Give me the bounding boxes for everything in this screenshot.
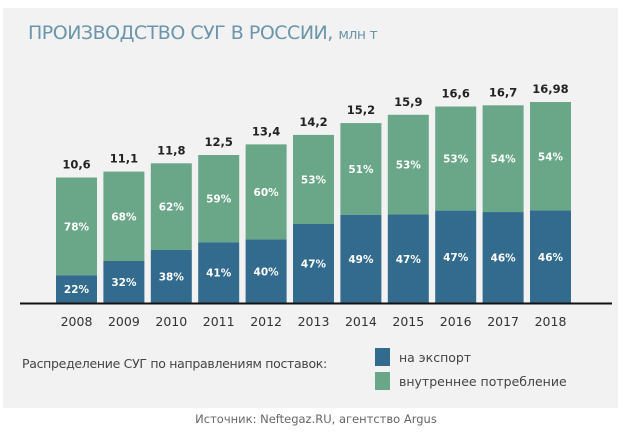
bar-domestic: [340, 123, 382, 215]
export-percent-label: 41%: [206, 268, 232, 280]
domestic-percent-label: 68%: [111, 211, 137, 223]
x-tick-label: 2013: [298, 314, 330, 329]
x-tick-label: 2016: [440, 314, 472, 329]
total-label: 11,1: [110, 152, 138, 166]
x-tick-label: 2015: [392, 314, 424, 329]
export-percent-label: 46%: [538, 252, 564, 264]
x-tick-label: 2011: [203, 314, 235, 329]
x-tick-label: 2017: [487, 314, 519, 329]
bar-domestic: [482, 105, 524, 213]
export-percent-label: 22%: [64, 284, 90, 296]
x-tick-label: 2012: [250, 314, 282, 329]
bar-domestic: [293, 134, 334, 224]
total-label: 14,2: [299, 115, 327, 129]
domestic-percent-label: 54%: [538, 151, 564, 163]
domestic-percent-label: 53%: [443, 154, 469, 166]
x-tick-label: 2014: [345, 314, 377, 329]
bar-export: [435, 210, 477, 303]
total-label: 15,2: [347, 103, 375, 117]
bar-export: [482, 212, 524, 303]
legend-title: Распределение СУГ по направлениям постав…: [22, 356, 327, 371]
export-percent-label: 40%: [254, 266, 280, 278]
bar-export: [56, 275, 97, 303]
bar-domestic: [198, 155, 240, 243]
x-tick-label: 2009: [108, 314, 140, 329]
export-percent-label: 47%: [396, 254, 422, 266]
bar-export: [340, 214, 382, 303]
bar-export: [150, 249, 192, 303]
bar-domestic: [245, 144, 287, 240]
legend-item-domestic: внутреннее потребление: [375, 372, 567, 390]
total-label: 13,4: [252, 124, 280, 138]
total-label: 16,7: [489, 85, 517, 99]
bar-export: [103, 260, 145, 303]
domestic-percent-label: 53%: [301, 174, 327, 186]
x-tick-label: 2008: [61, 314, 93, 329]
domestic-percent-label: 51%: [348, 164, 374, 176]
bar-domestic: [530, 102, 571, 211]
export-percent-label: 32%: [111, 277, 137, 289]
legend-item-export: на экспорт: [375, 348, 471, 366]
domestic-percent-label: 78%: [64, 221, 90, 233]
bar-export: [530, 210, 571, 303]
domestic-percent-label: 60%: [254, 187, 280, 199]
total-label: 16,6: [442, 86, 470, 100]
bar-export: [245, 239, 287, 303]
domestic-percent-label: 62%: [159, 202, 185, 214]
bar-domestic: [150, 163, 192, 250]
legend-swatch-export: [375, 348, 390, 366]
total-label: 11,8: [157, 143, 185, 157]
bar-domestic: [103, 171, 145, 261]
export-percent-label: 47%: [301, 258, 327, 270]
legend-swatch-domestic: [375, 372, 390, 390]
export-percent-label: 38%: [159, 271, 185, 283]
total-label: 10,6: [62, 158, 90, 172]
bar-domestic: [435, 106, 477, 211]
domestic-percent-label: 53%: [396, 160, 422, 172]
bar-export: [387, 214, 429, 303]
source-note: Источник: Neftegaz.RU, агентство Argus: [195, 412, 437, 426]
x-tick-label: 2010: [155, 314, 187, 329]
export-percent-label: 47%: [443, 252, 469, 264]
x-tick-label: 2018: [535, 314, 567, 329]
legend-label-export: на экспорт: [399, 349, 472, 365]
domestic-percent-label: 59%: [206, 194, 232, 206]
title-text: ПРОИЗВОДСТВО СУГ В РОССИИ: [28, 22, 328, 44]
domestic-percent-label: 54%: [491, 154, 517, 166]
export-percent-label: 49%: [348, 254, 374, 266]
title-unit: млн т: [338, 27, 378, 43]
bar-domestic: [56, 177, 97, 276]
chart-title: ПРОИЗВОДСТВО СУГ В РОССИИ, млн т: [28, 22, 378, 44]
total-label: 16,98: [532, 82, 568, 96]
total-label: 15,9: [394, 95, 422, 109]
bar-export: [198, 242, 240, 303]
total-label: 12,5: [205, 135, 233, 149]
export-percent-label: 46%: [491, 253, 517, 265]
bar-export: [293, 223, 334, 303]
legend-label-domestic: внутреннее потребление: [399, 373, 567, 389]
bar-domestic: [387, 114, 429, 215]
